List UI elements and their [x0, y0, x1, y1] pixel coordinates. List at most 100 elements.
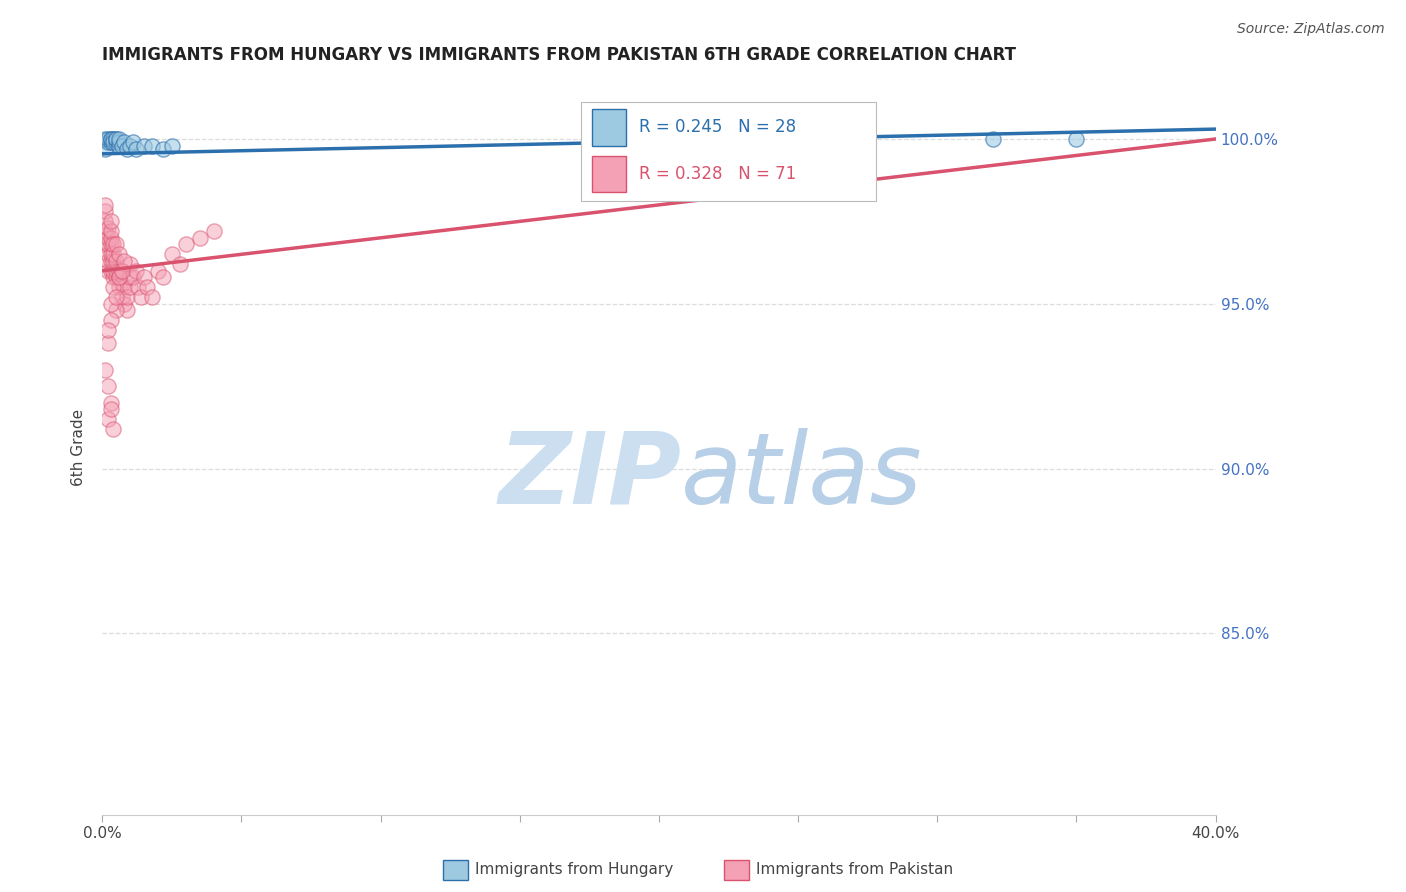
Point	[127, 280, 149, 294]
Point	[103, 132, 125, 146]
Point	[105, 264, 128, 278]
Point	[108, 136, 131, 150]
Point	[124, 264, 146, 278]
Point	[105, 290, 128, 304]
Point	[100, 132, 122, 146]
Point	[100, 264, 122, 278]
Point	[94, 198, 117, 212]
Point	[97, 231, 120, 245]
Point	[94, 204, 117, 219]
Point	[118, 280, 141, 294]
Point	[97, 253, 120, 268]
Point	[91, 237, 114, 252]
Point	[103, 253, 125, 268]
Text: ZIP: ZIP	[498, 428, 681, 525]
Point	[188, 231, 211, 245]
Point	[121, 270, 143, 285]
Text: Immigrants from Pakistan: Immigrants from Pakistan	[756, 863, 953, 877]
Point	[100, 395, 122, 409]
Point	[105, 237, 128, 252]
Text: R = 0.328   N = 71: R = 0.328 N = 71	[638, 165, 796, 183]
Point	[100, 247, 122, 261]
Point	[160, 247, 183, 261]
Point	[103, 247, 125, 261]
Point	[100, 231, 122, 245]
Point	[100, 313, 122, 327]
Point	[94, 142, 117, 156]
Point	[103, 264, 125, 278]
Point	[100, 402, 122, 417]
Point	[103, 237, 125, 252]
Point	[105, 136, 128, 150]
Point	[97, 221, 120, 235]
Point	[129, 290, 152, 304]
Point	[118, 138, 141, 153]
Point	[111, 138, 134, 153]
Point	[108, 264, 131, 278]
Point	[105, 270, 128, 285]
Point	[94, 132, 117, 146]
Point	[108, 280, 131, 294]
Point	[105, 303, 128, 318]
Point	[100, 132, 122, 146]
Point	[121, 136, 143, 150]
Point	[103, 422, 125, 436]
Bar	[592, 155, 626, 193]
Text: IMMIGRANTS FROM HUNGARY VS IMMIGRANTS FROM PAKISTAN 6TH GRADE CORRELATION CHART: IMMIGRANTS FROM HUNGARY VS IMMIGRANTS FR…	[103, 46, 1017, 64]
Point	[100, 297, 122, 311]
Bar	[592, 109, 626, 145]
Point	[117, 303, 139, 318]
Point	[105, 132, 128, 146]
Point	[105, 253, 128, 268]
Point	[108, 132, 131, 146]
Text: atlas: atlas	[681, 428, 922, 525]
Point	[118, 257, 141, 271]
Point	[100, 136, 122, 150]
Point	[94, 224, 117, 238]
Point	[124, 142, 146, 156]
Point	[114, 280, 136, 294]
Text: R = 0.245   N = 28: R = 0.245 N = 28	[638, 119, 796, 136]
Point	[174, 237, 197, 252]
Point	[1066, 132, 1088, 146]
Point	[97, 379, 120, 393]
Point	[117, 142, 139, 156]
Point	[108, 247, 131, 261]
Point	[100, 237, 122, 252]
Point	[202, 224, 225, 238]
Text: Immigrants from Hungary: Immigrants from Hungary	[475, 863, 673, 877]
Point	[132, 138, 155, 153]
Point	[100, 214, 122, 228]
Point	[103, 136, 125, 150]
Point	[141, 290, 163, 304]
Point	[117, 290, 139, 304]
Point	[103, 280, 125, 294]
Point	[160, 138, 183, 153]
Point	[114, 297, 136, 311]
Point	[141, 138, 163, 153]
Point	[94, 362, 117, 376]
Point	[97, 136, 120, 150]
Point	[108, 270, 131, 285]
Point	[111, 264, 134, 278]
Point	[97, 323, 120, 337]
Point	[103, 270, 125, 285]
Point	[114, 253, 136, 268]
Point	[94, 214, 117, 228]
Point	[100, 253, 122, 268]
Point	[146, 264, 169, 278]
Point	[97, 412, 120, 426]
Point	[97, 264, 120, 278]
Point	[592, 132, 614, 146]
Point	[114, 136, 136, 150]
FancyBboxPatch shape	[581, 102, 876, 201]
Point	[111, 277, 134, 291]
Point	[111, 264, 134, 278]
Point	[97, 247, 120, 261]
Y-axis label: 6th Grade: 6th Grade	[72, 409, 86, 485]
Point	[169, 257, 191, 271]
Point	[105, 132, 128, 146]
Point	[981, 132, 1004, 146]
Point	[132, 270, 155, 285]
Point	[152, 142, 174, 156]
